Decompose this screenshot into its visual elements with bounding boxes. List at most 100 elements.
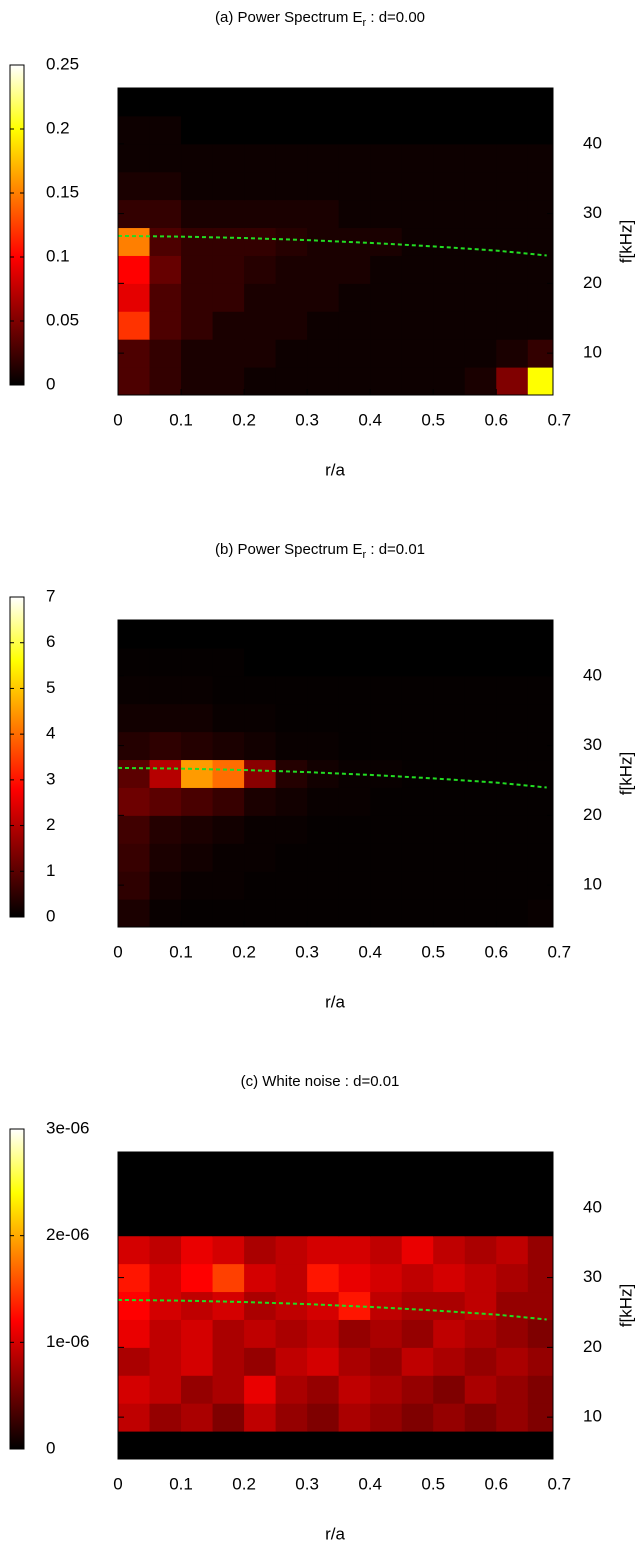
heatmap-cell — [370, 283, 403, 312]
heatmap-cell — [370, 227, 403, 256]
heatmap-cell — [244, 1375, 277, 1404]
colorbar-tick-label: 0 — [46, 374, 55, 393]
heatmap-cell — [433, 283, 466, 312]
heatmap-cell — [370, 843, 403, 872]
heatmap-cell — [527, 815, 554, 844]
heatmap-cell — [401, 1375, 434, 1404]
heatmap-cell — [118, 227, 151, 256]
heatmap-cell — [181, 815, 214, 844]
heatmap-cell — [118, 1179, 151, 1209]
heatmap-cell — [118, 367, 151, 396]
heatmap-cell — [275, 1403, 308, 1432]
heatmap-cell — [181, 731, 214, 761]
heatmap-cell — [118, 703, 151, 733]
heatmap-cell — [433, 1403, 466, 1432]
heatmap-cell — [212, 227, 245, 256]
heatmap-cell — [370, 1431, 403, 1460]
heatmap-cell — [149, 1403, 182, 1432]
x-tick-label: 0.4 — [358, 942, 382, 961]
heatmap-cell — [244, 843, 277, 872]
heatmap-cell — [496, 1207, 529, 1237]
heatmap-cell — [496, 88, 529, 117]
heatmap-cell — [433, 787, 466, 816]
heatmap-cell — [527, 703, 554, 733]
heatmap-cell — [275, 1207, 308, 1237]
heatmap-cell — [464, 1207, 497, 1237]
y-tick-label: 40 — [583, 1197, 602, 1216]
heatmap-cell — [433, 339, 466, 368]
heatmap-cell — [181, 88, 214, 117]
heatmap-cell — [527, 1375, 554, 1404]
heatmap-cell — [338, 843, 371, 872]
x-tick-label: 0.6 — [484, 942, 508, 961]
heatmap-cell — [338, 703, 371, 733]
heatmap-cell — [464, 1152, 497, 1181]
heatmap-cell — [433, 88, 466, 117]
heatmap-cell — [527, 1235, 554, 1265]
heatmap-cell — [370, 311, 403, 340]
heatmap-cell — [149, 1375, 182, 1404]
heatmap-cell — [149, 339, 182, 368]
heatmap-cell — [149, 731, 182, 761]
heatmap-cell — [307, 871, 340, 900]
heatmap-cell — [181, 1179, 214, 1209]
heatmap-cell — [401, 1263, 434, 1293]
heatmap-cell — [212, 899, 245, 928]
x-tick-label: 0 — [113, 942, 122, 961]
heatmap-cell — [433, 675, 466, 705]
heatmap-cell — [118, 1291, 151, 1320]
heatmap-cell — [527, 787, 554, 816]
heatmap-cell — [275, 647, 308, 677]
heatmap-cell — [496, 199, 529, 229]
heatmap-cell — [338, 88, 371, 117]
colorbar-tick-label: 0.2 — [46, 118, 70, 137]
heatmap-cell — [370, 1347, 403, 1376]
y-tick-label: 20 — [583, 1337, 602, 1356]
heatmap-cell — [496, 620, 529, 649]
colorbar-tick-label: 0.15 — [46, 182, 79, 201]
model-curve — [117, 234, 547, 257]
heatmap-cell — [370, 759, 403, 788]
x-tick-label: 0.7 — [547, 942, 571, 961]
heatmap-cell — [433, 171, 466, 201]
heatmap-cell — [338, 1179, 371, 1209]
heatmap-cell — [307, 843, 340, 872]
heatmap-cell — [181, 620, 214, 649]
heatmap-cell — [401, 899, 434, 928]
heatmap-cell — [149, 1263, 182, 1293]
heatmap-cell — [496, 115, 529, 145]
heatmap-cell — [527, 255, 554, 284]
heatmap-cell — [212, 620, 245, 649]
heatmap-cell — [527, 367, 554, 396]
heatmap-cell — [496, 1152, 529, 1181]
heatmap-cell — [401, 1291, 434, 1320]
heatmap-cell — [307, 171, 340, 201]
heatmap-cell — [212, 759, 245, 788]
heatmap-cell — [464, 1431, 497, 1460]
colorbar-tick-label: 0.25 — [46, 54, 79, 73]
heatmap-cell — [338, 143, 371, 173]
colorbar-tick-label: 0.1 — [46, 246, 70, 265]
heatmap-cell — [527, 843, 554, 872]
heatmap-cell — [401, 199, 434, 229]
heatmap-cell — [401, 339, 434, 368]
heatmap-cell — [275, 367, 308, 396]
heatmap-cell — [244, 620, 277, 649]
heatmap-cell — [370, 367, 403, 396]
heatmap-cell — [338, 1431, 371, 1460]
heatmap-cell — [370, 199, 403, 229]
heatmap-cell — [275, 787, 308, 816]
heatmap-cell — [181, 255, 214, 284]
heatmap-cell — [338, 1263, 371, 1293]
heatmap-cell — [338, 311, 371, 340]
heatmap-cell — [275, 899, 308, 928]
model-curve — [117, 766, 547, 789]
heatmap-cell — [275, 255, 308, 284]
heatmap-cell — [338, 1207, 371, 1237]
heatmap-cell — [118, 1207, 151, 1237]
heatmap-cell — [118, 143, 151, 173]
heatmap-cell — [244, 675, 277, 705]
heatmap-cell — [275, 1235, 308, 1265]
colorbar-tick-label: 0 — [46, 1438, 55, 1457]
heatmap-cell — [433, 255, 466, 284]
